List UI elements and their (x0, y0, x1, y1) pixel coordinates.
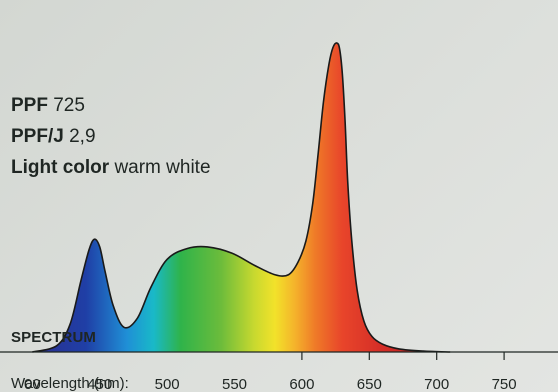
spec-row-ppf: PPF 725 (11, 96, 85, 115)
x-tick-label: 550 (222, 376, 247, 392)
x-tick-label: 700 (424, 376, 449, 392)
x-axis-tick-labels: 00 450 500 550 600 650 700 750 (24, 376, 517, 392)
spec-label-light-color: Light color (11, 157, 110, 178)
spec-row-ppf-per-joule: PPF/J 2,9 (11, 127, 96, 146)
x-tick-label: 600 (289, 376, 314, 392)
spectrum-curve (32, 42, 451, 353)
x-tick-label: 750 (492, 376, 517, 392)
spec-value-ppf-per-joule: 2,9 (69, 126, 96, 147)
x-tick-label: 500 (155, 376, 180, 392)
x-tick-label: 00 (24, 376, 41, 392)
spec-label-ppf-per-joule: PPF/J (11, 126, 64, 147)
x-axis-ticks (301, 352, 505, 360)
x-axis-label: Wavelength (nm): (11, 375, 129, 392)
x-tick-label: 650 (357, 376, 382, 392)
spec-value-light-color: warm white (114, 157, 211, 178)
spec-value-ppf: 725 (53, 95, 85, 116)
spec-label-ppf: PPF (11, 95, 48, 116)
chart-title: SPECTRUM (11, 329, 96, 346)
x-tick-label: 450 (87, 376, 112, 392)
spectrum-area (32, 42, 451, 353)
spec-row-light-color: Light color warm white (11, 158, 211, 177)
